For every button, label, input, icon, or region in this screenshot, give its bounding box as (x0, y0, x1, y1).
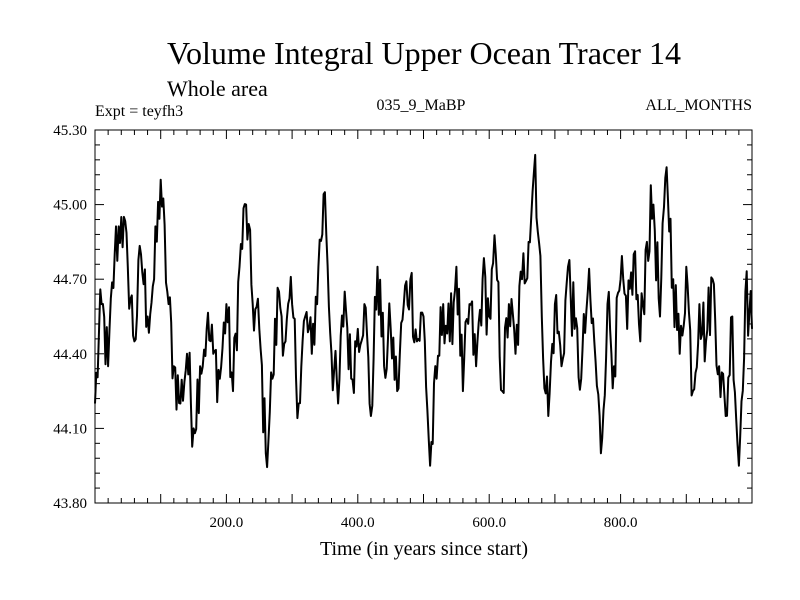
x-tick-label: 800.0 (604, 515, 638, 531)
x-tick-label: 600.0 (472, 515, 506, 531)
y-tick-label: 44.10 (53, 421, 87, 437)
expt-label: Expt = teyfh3 (95, 103, 183, 120)
y-tick-label: 43.80 (53, 496, 87, 512)
run-label: 035_9_MaBP (377, 97, 466, 114)
y-tick-label: 44.40 (53, 347, 87, 363)
series-line (94, 153, 753, 469)
y-tick-label: 44.70 (53, 272, 87, 288)
y-tick-label: 45.00 (53, 198, 87, 214)
chart-subtitle: Whole area (167, 76, 268, 101)
x-axis-label: Time (in years since start) (320, 538, 528, 560)
chart-title: Volume Integral Upper Ocean Tracer 14 (167, 35, 681, 71)
x-tick-label: 400.0 (341, 515, 375, 531)
months-label: ALL_MONTHS (645, 97, 752, 114)
y-tick-label: 45.30 (53, 123, 87, 139)
axis-tick-labels: 200.0 400.0 600.0 800.0 43.80 44.10 44.40 44.70… (53, 123, 637, 531)
x-tick-label: 200.0 (210, 515, 244, 531)
